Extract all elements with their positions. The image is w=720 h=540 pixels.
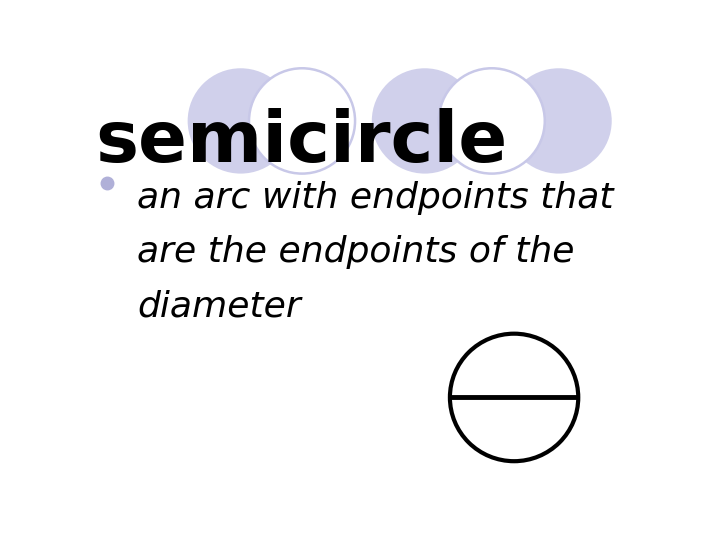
Ellipse shape [438, 68, 545, 173]
Ellipse shape [372, 68, 478, 173]
Ellipse shape [188, 68, 294, 173]
Ellipse shape [249, 68, 355, 173]
Text: diameter: diameter [138, 289, 301, 323]
Text: are the endpoints of the: are the endpoints of the [138, 235, 575, 269]
Text: semicircle: semicircle [96, 109, 508, 178]
Ellipse shape [505, 68, 612, 173]
Ellipse shape [450, 334, 578, 461]
Text: an arc with endpoints that: an arc with endpoints that [138, 181, 614, 215]
